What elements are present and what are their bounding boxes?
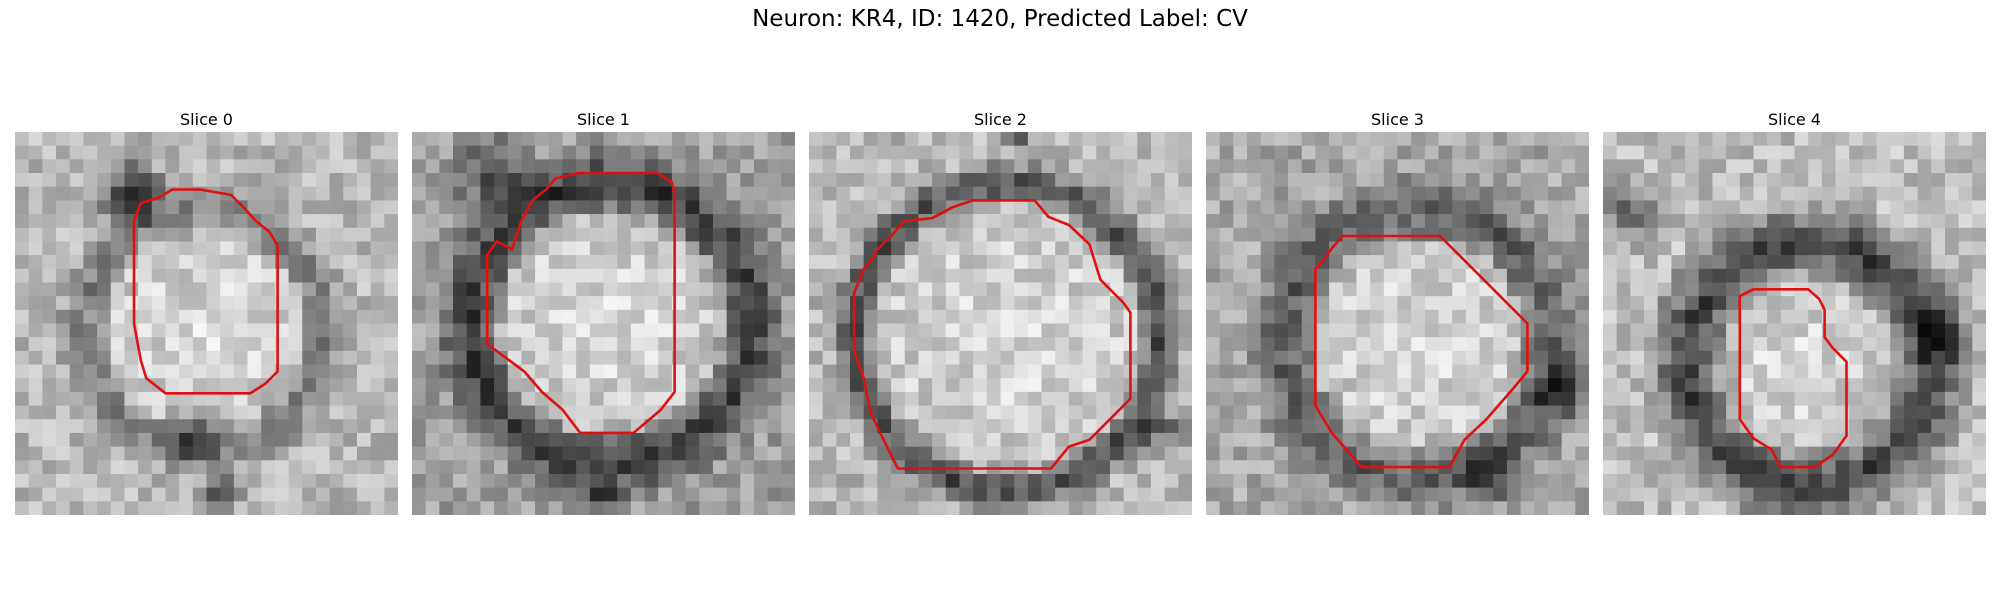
slice-image: [15, 132, 398, 515]
pixel-grid: [809, 132, 1192, 515]
slice-title: Slice 4: [1768, 110, 1821, 129]
pixel-grid: [15, 132, 398, 515]
pixel-grid: [1603, 132, 1986, 515]
roi-contour: [132, 188, 279, 395]
slice-image: [1603, 132, 1986, 515]
slice-title: Slice 0: [180, 110, 233, 129]
roi-contour: [852, 199, 1132, 470]
pixel-grid: [412, 132, 795, 515]
roi-contour: [1738, 288, 1848, 469]
slice-title: Slice 1: [577, 110, 630, 129]
roi-contour: [1314, 234, 1529, 469]
slice-image: [809, 132, 1192, 515]
slice-panel-3: Slice 3: [1206, 108, 1589, 515]
slice-panel-0: Slice 0: [15, 108, 398, 515]
roi-contour: [485, 171, 676, 435]
slice-panel-4: Slice 4: [1603, 108, 1986, 515]
slice-panel-2: Slice 2: [809, 108, 1192, 515]
slice-image: [412, 132, 795, 515]
slice-title: Slice 3: [1371, 110, 1424, 129]
slice-image: [1206, 132, 1589, 515]
slice-title: Slice 2: [974, 110, 1027, 129]
pixel-grid: [1206, 132, 1589, 515]
slice-panel-1: Slice 1: [412, 108, 795, 515]
figure-title: Neuron: KR4, ID: 1420, Predicted Label: …: [752, 6, 1248, 32]
